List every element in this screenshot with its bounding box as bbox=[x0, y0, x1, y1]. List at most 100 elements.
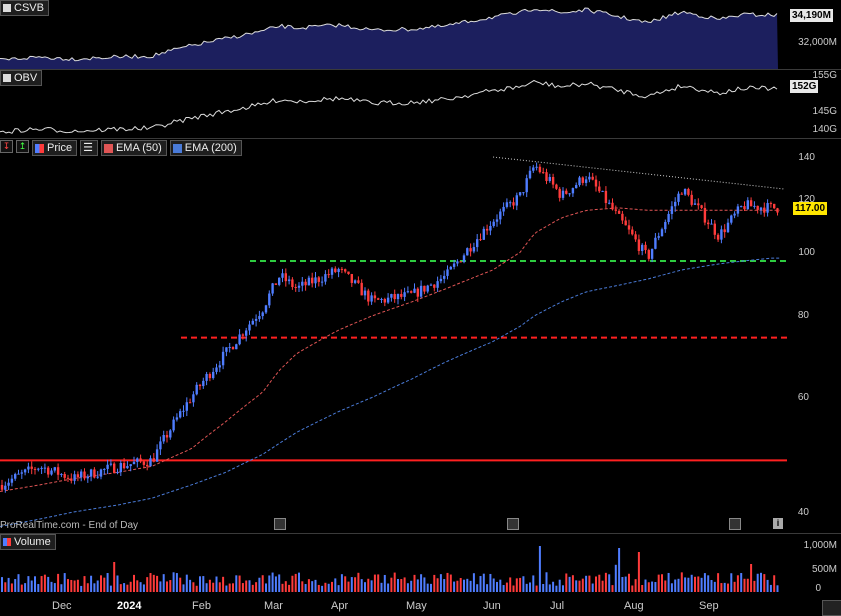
volume-bar bbox=[30, 580, 33, 592]
x-label-may: May bbox=[406, 600, 427, 612]
volume-bar bbox=[321, 585, 324, 592]
volume-bar bbox=[472, 573, 475, 592]
volume-bar bbox=[456, 580, 459, 592]
candle-body bbox=[320, 281, 324, 283]
price-panel bbox=[0, 139, 841, 533]
candle-body bbox=[584, 179, 588, 183]
volume-bar bbox=[730, 573, 733, 592]
volume-bar bbox=[618, 548, 621, 592]
candle-body bbox=[179, 411, 182, 418]
volume-bar bbox=[222, 576, 225, 592]
candle-body bbox=[693, 203, 697, 205]
legend-price[interactable]: Price bbox=[32, 140, 78, 156]
volume-bar bbox=[446, 572, 449, 592]
obv-tick: 145G bbox=[812, 106, 837, 117]
volume-bar bbox=[710, 580, 713, 592]
candle-body bbox=[169, 430, 172, 438]
candle-body bbox=[740, 206, 743, 208]
volume-bar bbox=[337, 585, 340, 592]
resize-handle[interactable] bbox=[822, 600, 841, 616]
candle-body bbox=[175, 417, 179, 420]
csvb-tag[interactable]: CSVB bbox=[0, 0, 49, 16]
candle-body bbox=[730, 215, 733, 223]
volume-bar bbox=[27, 576, 30, 592]
volume-bar bbox=[611, 585, 614, 592]
collapse-icon[interactable]: ↧ bbox=[0, 140, 13, 153]
candle-body bbox=[212, 371, 215, 379]
volume-plot bbox=[1, 546, 779, 592]
volume-bar bbox=[17, 574, 20, 592]
volume-bar bbox=[591, 583, 594, 592]
volume-bar bbox=[80, 585, 83, 592]
volume-bar bbox=[225, 585, 228, 592]
calendar-icon[interactable] bbox=[507, 518, 519, 530]
candle-body bbox=[611, 202, 614, 210]
volume-bar bbox=[538, 546, 541, 592]
candle-body bbox=[515, 195, 518, 206]
expand-icon[interactable]: ↥ bbox=[16, 140, 29, 153]
volume-bar bbox=[644, 579, 647, 592]
info-icon[interactable]: i bbox=[773, 518, 783, 529]
candle-body bbox=[604, 190, 608, 204]
legend-list[interactable]: ☰ bbox=[80, 140, 98, 156]
candle-body bbox=[113, 463, 116, 473]
candle-body bbox=[429, 284, 433, 286]
candle-body bbox=[83, 471, 86, 479]
volume-bar bbox=[129, 581, 132, 592]
volume-bar bbox=[317, 584, 320, 592]
calendar-icon[interactable] bbox=[729, 518, 741, 530]
candle-body bbox=[617, 210, 621, 214]
volume-bar bbox=[133, 574, 135, 592]
volume-bar bbox=[311, 581, 314, 592]
legend-ema50[interactable]: EMA (50) bbox=[100, 140, 167, 156]
volume-bar bbox=[756, 573, 759, 592]
volume-bar bbox=[763, 574, 766, 592]
volume-bar bbox=[393, 572, 396, 592]
volume-bar bbox=[162, 574, 165, 592]
candle-body bbox=[116, 472, 119, 474]
candle-body bbox=[400, 294, 403, 297]
volume-bar bbox=[575, 580, 578, 592]
volume-bar bbox=[172, 572, 175, 592]
volume-bar bbox=[34, 576, 36, 592]
legend-ema50-label: EMA (50) bbox=[115, 142, 162, 154]
candle-body bbox=[700, 205, 703, 208]
volume-bar bbox=[416, 579, 419, 592]
candle-body bbox=[291, 279, 294, 287]
volume-tick: 0 bbox=[815, 583, 821, 594]
volume-bar bbox=[20, 584, 23, 592]
legend-ema200[interactable]: EMA (200) bbox=[169, 140, 242, 156]
candle-body bbox=[297, 285, 301, 288]
obv-tag[interactable]: OBV bbox=[0, 70, 43, 86]
volume-bar bbox=[146, 577, 149, 592]
candle-body bbox=[53, 467, 56, 471]
volume-bar bbox=[245, 580, 248, 592]
volume-bar bbox=[463, 579, 465, 592]
candle-body bbox=[743, 206, 746, 210]
volume-bar bbox=[235, 575, 238, 592]
volume-bar bbox=[750, 564, 753, 592]
candle-body bbox=[578, 177, 581, 186]
candle-body bbox=[614, 209, 617, 211]
candle-body bbox=[647, 250, 650, 259]
volume-bar bbox=[717, 573, 720, 592]
volume-bar bbox=[109, 585, 112, 592]
price-legend: ↧ ↥ Price ☰ EMA (50) EMA (200) bbox=[0, 140, 242, 156]
obv-tick: 140G bbox=[812, 124, 837, 135]
volume-bar bbox=[545, 572, 548, 592]
candle-body bbox=[37, 468, 40, 470]
volume-bar bbox=[50, 581, 53, 592]
x-label-mar: Mar bbox=[264, 600, 283, 612]
calendar-icon[interactable] bbox=[274, 518, 286, 530]
volume-bar bbox=[499, 579, 502, 592]
ema200-line bbox=[0, 257, 780, 527]
x-label-feb: Feb bbox=[192, 600, 211, 612]
candle-body bbox=[495, 219, 499, 222]
volume-label: Volume bbox=[14, 536, 51, 548]
volume-tag[interactable]: Volume bbox=[0, 534, 56, 550]
candle-body bbox=[70, 478, 73, 481]
volume-bar bbox=[380, 582, 383, 592]
candle-body bbox=[357, 280, 360, 283]
candle-body bbox=[182, 410, 185, 412]
candle-body bbox=[462, 255, 466, 263]
